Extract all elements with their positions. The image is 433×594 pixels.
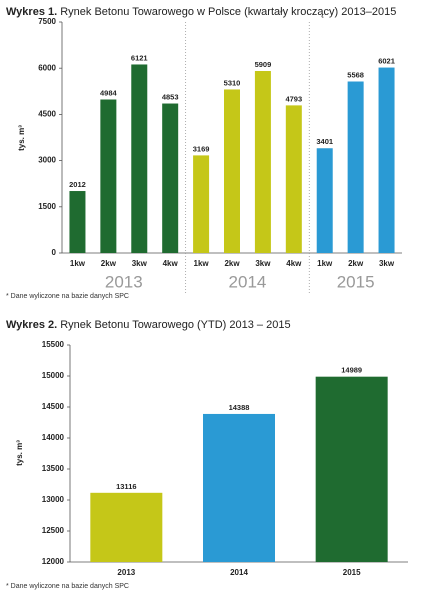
value-label: 4793 (285, 94, 302, 103)
x-tick-label: 3kw (255, 259, 271, 268)
value-label: 5310 (224, 78, 241, 87)
note: * Dane wyliczone na bazie danych SPC (6, 583, 129, 590)
value-label: 4984 (100, 88, 118, 97)
value-label: 14388 (229, 403, 250, 412)
y-tick-label: 13000 (42, 495, 65, 504)
x-tick-label: 2013 (117, 568, 135, 577)
value-label: 5568 (347, 70, 364, 79)
y-tick-label: 6000 (38, 63, 56, 72)
bar (378, 67, 395, 254)
group-label: 2015 (337, 272, 375, 291)
y-tick-label: 15500 (42, 340, 65, 349)
x-tick-label: 1kw (70, 259, 86, 268)
y-tick-label: 12000 (42, 557, 65, 566)
bar (347, 81, 364, 253)
bar (315, 376, 388, 562)
y-tick-label: 0 (52, 248, 57, 257)
y-tick-label: 4500 (38, 110, 56, 119)
y-tick-label: 1500 (38, 202, 56, 211)
y-tick-label: 15000 (42, 371, 65, 380)
bar (90, 492, 163, 562)
value-label: 14989 (341, 366, 362, 375)
bar (193, 155, 210, 253)
value-label: 3169 (193, 144, 210, 153)
bar (316, 148, 333, 253)
y-tick-label: 7500 (38, 17, 56, 26)
title-text: Rynek Betonu Towarowego (YTD) 2013 – 201… (60, 319, 290, 331)
y-tick-label: 13500 (42, 464, 65, 473)
value-label: 5909 (255, 60, 272, 69)
x-tick-label: 1kw (194, 259, 210, 268)
x-tick-label: 3kw (132, 259, 148, 268)
bar (285, 105, 302, 253)
x-tick-label: 2015 (343, 568, 361, 577)
x-tick-label: 2kw (348, 259, 364, 268)
chart-title: Wykres 1. Rynek Betonu Towarowego w Pols… (6, 6, 396, 18)
y-axis-label: tys. m³ (17, 125, 26, 151)
bar (224, 89, 240, 254)
value-label: 6021 (378, 57, 395, 66)
bar (100, 99, 117, 253)
value-label: 6121 (131, 53, 148, 62)
value-label: 4853 (162, 93, 179, 102)
x-tick-label: 2kw (101, 259, 117, 268)
x-tick-label: 2014 (230, 568, 248, 577)
y-tick-label: 12500 (42, 526, 65, 535)
value-label: 13116 (116, 482, 136, 491)
y-tick-label: 14000 (42, 433, 65, 442)
chart-title: Wykres 2. Rynek Betonu Towarowego (YTD) … (6, 319, 291, 331)
title-number: Wykres 1. (6, 6, 57, 18)
title-number: Wykres 2. (6, 319, 57, 331)
y-tick-label: 14500 (42, 402, 65, 411)
x-tick-label: 2kw (224, 259, 240, 268)
x-tick-label: 4kw (286, 259, 302, 268)
bar (131, 64, 148, 253)
x-tick-label: 4kw (163, 259, 179, 268)
x-tick-label: 3kw (379, 259, 395, 268)
bar (254, 71, 271, 253)
y-axis-label: tys. m³ (15, 440, 24, 466)
bar (203, 413, 275, 562)
value-label: 3401 (316, 137, 333, 146)
x-tick-label: 1kw (317, 259, 333, 268)
bar (69, 191, 86, 253)
group-label: 2013 (105, 272, 143, 291)
bar (162, 103, 179, 253)
group-label: 2014 (229, 272, 267, 291)
value-label: 2012 (69, 180, 86, 189)
note: * Dane wyliczone na bazie danych SPC (6, 293, 129, 300)
title-text: Rynek Betonu Towarowego w Polsce (kwarta… (60, 6, 396, 18)
y-tick-label: 3000 (38, 156, 56, 165)
